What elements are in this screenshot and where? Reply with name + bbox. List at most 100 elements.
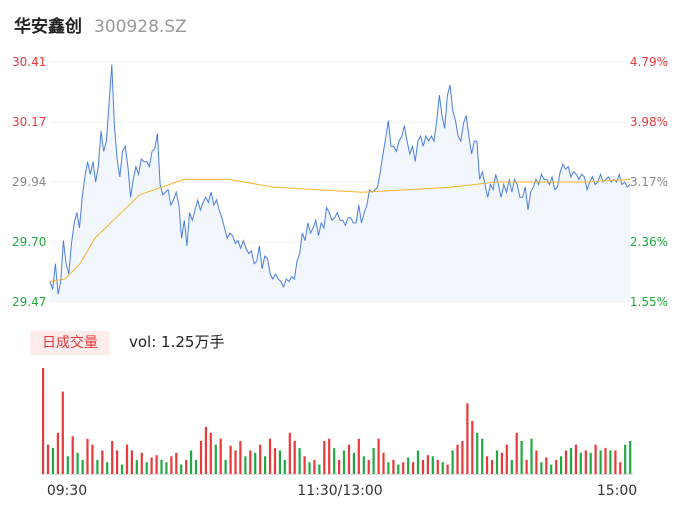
volume-bar [106,462,109,474]
price-axis: 30.41 30.17 29.94 29.70 29.47 [12,55,46,309]
volume-bar [589,452,592,474]
volume-bar [91,444,94,474]
volume-bar [481,438,484,474]
volume-bar [564,450,568,474]
volume-bar [466,403,469,474]
volume-bar [525,459,528,474]
volume-bar [629,441,632,474]
volume-bar [288,432,291,474]
volume-bar [377,438,380,474]
volume-bar [111,441,114,474]
volume-bar [619,462,622,474]
time-axis: 09:30 11:30/13:00 15:00 [47,483,637,499]
volume-bar [56,432,59,474]
volume-bar [175,452,178,474]
volume-bar [535,450,538,474]
volume-bar [199,441,203,474]
volume-bar [362,456,365,474]
volume-bar [367,459,370,474]
volume-bar [283,459,286,474]
volume-bar [155,455,158,474]
volume-bar [229,445,232,474]
volume-bar [323,441,326,474]
percent-axis: 4.79% 3.98% 3.17% 2.36% 1.55% [630,55,668,309]
volume-bar [150,457,153,474]
volume-bar [96,459,99,474]
volume-bar [352,452,355,474]
time-tick-label: 11:30/13:00 [297,483,382,499]
volume-bar [347,444,351,474]
volume-bar [81,459,84,474]
volume-bar [61,391,64,474]
volume-bar [76,452,79,474]
stock-code: 300928.SZ [94,17,187,37]
volume-bar [431,456,434,474]
stock-name: 华安鑫创 [14,17,82,37]
volume-bar [180,464,183,474]
volume-bar [490,459,494,474]
volume-bar [293,441,296,474]
price-tick-label: 30.41 [12,55,46,69]
volume-bar [372,448,375,474]
volume-bar [451,450,454,474]
volume-bar [140,452,143,474]
volume-bar [392,459,395,474]
volume-bar [165,462,168,474]
percent-tick-label: 1.55% [630,295,668,309]
volume-bar [51,448,55,474]
volume-bar [426,455,429,474]
volume-bar [569,448,573,474]
volume-bar [476,432,479,474]
volume-bar [135,459,138,474]
average-price-line [49,178,631,283]
volume-bar [209,432,212,474]
volume-bar [446,464,449,474]
percent-tick-label: 4.79% [630,55,668,69]
volume-bar [510,459,513,474]
volume-summary: vol: 1.25万手 [129,333,225,351]
percent-tick-label: 2.36% [630,235,668,249]
volume-bar [130,450,133,474]
volume-bar [412,462,415,474]
volume-bar [264,456,267,474]
volume-bar [357,438,360,474]
volume-bar [101,450,104,474]
volume-bar [382,452,385,474]
volume-bar [520,441,523,474]
volume-bar [254,452,257,474]
volume-bar [185,459,188,474]
volume-bar [555,459,558,474]
volume-bar [505,444,508,474]
volume-bar [515,432,518,474]
volume-bar [574,444,577,474]
volume-bar [268,438,272,474]
volume-bar [42,368,45,474]
volume-bar [234,450,237,474]
volume-bar [540,462,543,474]
volume-bar [560,456,563,474]
volume-bar [594,444,597,474]
volume-bar [461,441,464,474]
volume-bar [120,464,124,474]
time-tick-label: 09:30 [47,483,87,499]
volume-bar [224,459,227,474]
volume-bar [194,459,198,474]
price-line [49,64,631,295]
volume-bar [204,426,207,474]
volume-bar [239,441,242,474]
volume-bar [387,462,390,474]
volume-bar [46,444,50,474]
volume-bar [407,457,410,474]
volume-bar [313,459,316,474]
volume-bar [308,462,311,474]
volume-bar [333,448,336,474]
price-tick-label: 30.17 [12,115,46,129]
volume-bar [249,450,252,474]
stock-header: 华安鑫创 300928.SZ [14,12,187,40]
volume-bars [42,368,634,475]
volume-bar [436,459,439,474]
volume-bar [219,438,222,474]
volume-tab[interactable]: 日成交量 [30,331,110,355]
price-tick-label: 29.94 [12,175,46,189]
